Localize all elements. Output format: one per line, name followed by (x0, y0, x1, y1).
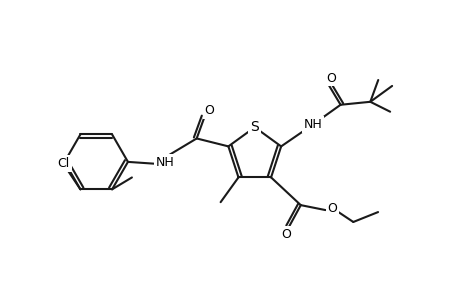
Text: NH: NH (155, 156, 174, 169)
Text: S: S (250, 120, 258, 134)
Text: NH: NH (303, 118, 322, 131)
Text: O: O (280, 228, 290, 242)
Text: O: O (325, 71, 335, 85)
Text: O: O (204, 104, 214, 117)
Text: Cl: Cl (57, 157, 69, 170)
Text: O: O (327, 202, 337, 214)
